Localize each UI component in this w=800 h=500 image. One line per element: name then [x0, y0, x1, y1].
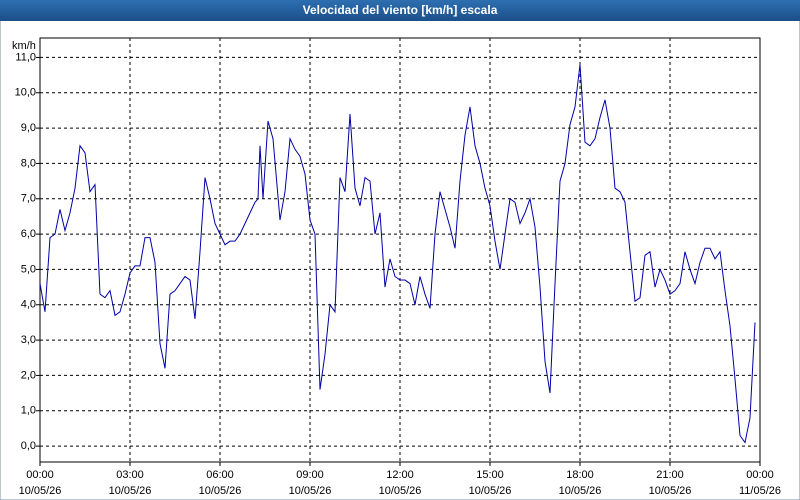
y-tick-label: 8,0 — [21, 157, 36, 169]
y-tick-label: 3,0 — [21, 334, 36, 346]
y-tick-label: 10,0 — [15, 87, 36, 99]
title-bar — [0, 0, 800, 21]
x-tick-date: 10/05/26 — [649, 485, 692, 497]
x-tick-label: 00:00 — [746, 469, 774, 481]
chart-title: Velocidad del viento [km/h] escala — [303, 3, 498, 17]
x-tick-date: 10/05/26 — [379, 485, 422, 497]
y-tick-label: 7,0 — [21, 193, 36, 205]
y-tick-label: 6,0 — [21, 228, 36, 240]
x-tick-label: 00:00 — [26, 469, 54, 481]
x-tick-date: 10/05/26 — [559, 485, 602, 497]
x-tick-label: 06:00 — [206, 469, 234, 481]
x-tick-date: 11/05/26 — [739, 485, 781, 497]
y-tick-label: 9,0 — [21, 122, 36, 134]
x-tick-date: 10/05/26 — [109, 485, 152, 497]
y-tick-label: 4,0 — [21, 299, 36, 311]
x-tick-label: 15:00 — [476, 469, 504, 481]
y-tick-label: 11,0 — [15, 51, 36, 63]
x-tick-label: 09:00 — [296, 469, 324, 481]
data-line — [39, 64, 756, 444]
y-tick-label: 1,0 — [21, 405, 36, 417]
x-tick-date: 10/05/26 — [289, 485, 332, 497]
y-tick-label: 0,0 — [21, 440, 36, 452]
x-tick-date: 10/05/26 — [469, 485, 512, 497]
y-tick-label: 2,0 — [21, 369, 36, 381]
x-tick-label: 12:00 — [386, 469, 414, 481]
x-tick-label: 21:00 — [656, 469, 684, 481]
x-tick-date: 10/05/26 — [199, 485, 242, 497]
x-tick-date: 10/05/26 — [19, 485, 62, 497]
x-tick-label: 03:00 — [116, 469, 144, 481]
y-axis-label: km/h — [12, 40, 36, 52]
y-tick-label: 5,0 — [21, 263, 36, 275]
x-tick-label: 18:00 — [566, 469, 594, 481]
